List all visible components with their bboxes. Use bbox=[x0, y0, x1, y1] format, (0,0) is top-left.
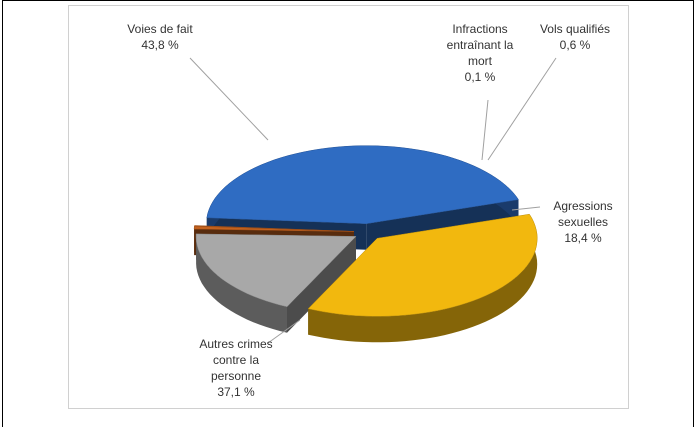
label-line: Vols qualifiés bbox=[540, 22, 610, 36]
slice-label: Infractions entraînant la mort bbox=[447, 22, 514, 68]
label-line: contre la bbox=[213, 353, 259, 367]
labels: Voies de fait 43,8 % Infractions entraînant… bbox=[127, 22, 612, 399]
slice-side bbox=[196, 233, 287, 333]
slice bbox=[195, 233, 357, 307]
value-label: 43,8 % bbox=[141, 38, 179, 52]
label-line: sexuelles bbox=[558, 215, 608, 229]
leader-line bbox=[511, 206, 541, 211]
pie bbox=[193, 145, 538, 343]
label-line: Voies de fait bbox=[127, 22, 193, 36]
slice-label: Vols qualifiés bbox=[540, 22, 610, 36]
value-label: 37,1 % bbox=[217, 385, 255, 399]
slice bbox=[307, 213, 538, 317]
slice bbox=[193, 225, 355, 232]
label-line: Autres crimes bbox=[199, 337, 272, 351]
value-label: 18,4 % bbox=[564, 231, 602, 245]
slice-label: Agressions sexuelles bbox=[553, 199, 612, 229]
label-line: entraînant la bbox=[447, 38, 514, 52]
leader-line bbox=[189, 57, 269, 141]
slice-label: Voies de fait bbox=[127, 22, 193, 36]
label-line: personne bbox=[211, 369, 261, 383]
value-label: 0,6 % bbox=[560, 38, 591, 52]
value-label: 0,1 % bbox=[465, 70, 496, 84]
leader-line bbox=[487, 57, 557, 161]
slice-label: Autres crimes contre la personne bbox=[199, 337, 272, 383]
leader-line bbox=[481, 99, 489, 161]
label-line: Agressions bbox=[553, 199, 612, 213]
slice bbox=[206, 145, 519, 224]
slice-side bbox=[308, 214, 538, 343]
leader-line bbox=[267, 319, 301, 344]
label-line: Infractions bbox=[452, 22, 507, 36]
label-line: mort bbox=[468, 54, 493, 68]
